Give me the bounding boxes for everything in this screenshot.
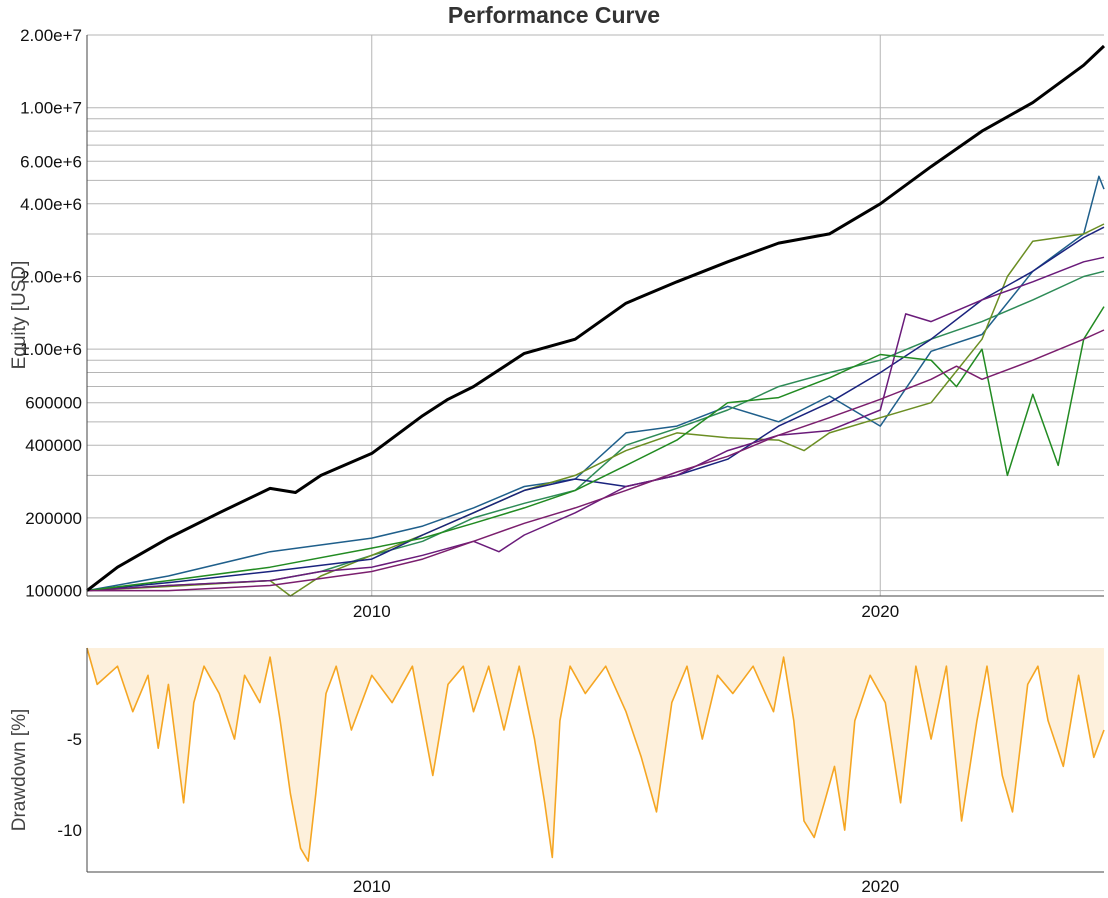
equity-y-tick-label-6: 4.00e+6	[20, 195, 82, 214]
equity-frame	[86, 35, 1104, 597]
drawdown-frame	[86, 648, 1104, 873]
drawdown-y-tick-label-1: -10	[57, 821, 82, 840]
drawdown-y-axis-title: Drawdown [%]	[9, 709, 30, 832]
drawdown-y-tick-label-0: -5	[67, 730, 82, 749]
equity-x-tick-label-1: 2020	[861, 602, 899, 621]
equity-series-group	[86, 44, 1106, 597]
equity-y-tick-label-8: 1.00e+7	[20, 99, 82, 118]
equity-x-tick-label-0: 2010	[353, 602, 391, 621]
equity-gridlines	[87, 34, 1104, 596]
drawdown-area-group	[86, 647, 1105, 862]
equity-panel: 100000 200000 400000 600000 1.00e+6 2.00e+6 4.…	[9, 26, 1106, 621]
equity-y-tick-label-9: 2.00e+7	[20, 26, 82, 45]
equity-y-tick-labels: 100000 200000 400000 600000 1.00e+6 2.00e+6 4.…	[20, 26, 82, 601]
equity-series-1-line	[86, 175, 1105, 592]
drawdown-panel: -5 -10 2010 2020 Drawdown [%]	[9, 647, 1105, 896]
equity-y-tick-label-4: 1.00e+6	[20, 340, 82, 359]
equity-series-7-line	[87, 329, 1105, 592]
equity-y-axis-title: Equity [USD]	[9, 261, 30, 370]
equity-series-6-line	[86, 306, 1105, 592]
equity-series-3-line	[86, 223, 1105, 597]
equity-y-tick-label-5: 2.00e+6	[20, 267, 82, 286]
drawdown-x-tick-label-0: 2010	[353, 877, 391, 896]
equity-y-tick-label-1: 200000	[25, 509, 82, 528]
equity-series-0-line	[86, 44, 1106, 592]
equity-y-tick-label-0: 100000	[25, 582, 82, 601]
drawdown-line	[86, 647, 1105, 862]
equity-y-tick-label-3: 600000	[25, 394, 82, 413]
equity-y-tick-label-2: 400000	[25, 436, 82, 455]
drawdown-area-fill	[87, 648, 1104, 862]
equity-x-tick-labels: 2010 2020	[353, 602, 899, 621]
drawdown-x-tick-label-1: 2020	[861, 877, 899, 896]
chart-title: Performance Curve	[448, 2, 660, 28]
drawdown-x-tick-labels: 2010 2020	[353, 877, 899, 896]
equity-series-2-line	[86, 270, 1105, 592]
drawdown-y-tick-labels: -5 -10	[57, 730, 82, 840]
equity-series-4-line	[86, 226, 1105, 592]
equity-series-5-line	[86, 256, 1105, 592]
equity-y-tick-label-7: 6.00e+6	[20, 152, 82, 171]
